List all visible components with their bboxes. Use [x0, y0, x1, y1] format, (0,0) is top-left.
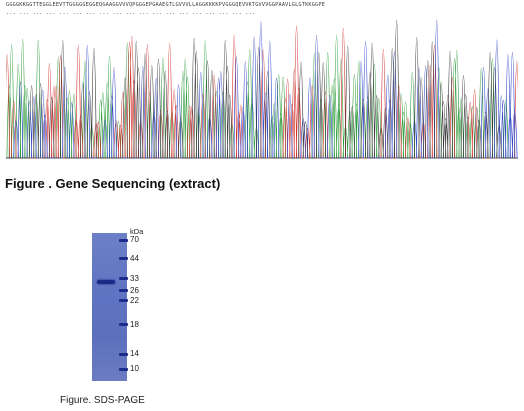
gel-lane	[92, 233, 128, 381]
ladder-band-22	[119, 299, 128, 302]
ladder-label-26: 26	[130, 286, 139, 295]
sequence-line-2: ... ... ... ... ... ... ... ... ... ... …	[6, 10, 256, 16]
gene-sequencing-figure: GGGGKKGGTTEGGLEEVTTGGGGGEGGEQGAAGGVVVQPG…	[0, 0, 524, 168]
trace-1	[6, 25, 518, 159]
protein-band	[97, 280, 115, 284]
ladder-label-10: 10	[130, 364, 139, 373]
ladder-band-70	[119, 239, 128, 242]
trace-3	[6, 19, 518, 159]
ladder-label-70: 70	[130, 235, 139, 244]
ladder-band-14	[119, 353, 128, 356]
sequence-figure-caption: Figure . Gene Sequencing (extract)	[5, 176, 221, 191]
ladder-band-18	[119, 323, 128, 326]
ladder-label-33: 33	[130, 274, 139, 283]
gel-figure-caption: Figure. SDS-PAGE	[60, 395, 145, 406]
ladder-label-14: 14	[130, 349, 139, 358]
ladder-band-10	[119, 368, 128, 371]
ladder-label-18: 18	[130, 320, 139, 329]
sequence-text: GGGGKKGGTTEGGLEEVTTGGGGGEGGEQGAAGGVVVQPG…	[6, 1, 518, 17]
ladder-band-26	[119, 289, 128, 292]
chromatogram-trace	[6, 19, 518, 159]
ladder-label-44: 44	[130, 254, 139, 263]
kda-unit-label: kDa	[130, 227, 144, 236]
ladder-label-22: 22	[130, 296, 139, 305]
sds-page-gel: kDa 70 44 33 26 22 18 14 10	[90, 227, 170, 385]
ladder-band-44	[119, 257, 128, 260]
sequence-line-1: GGGGKKGGTTEGGLEEVTTGGGGGEGGEQGAAGGVVVQPG…	[6, 2, 326, 8]
ladder-band-33	[119, 277, 128, 280]
